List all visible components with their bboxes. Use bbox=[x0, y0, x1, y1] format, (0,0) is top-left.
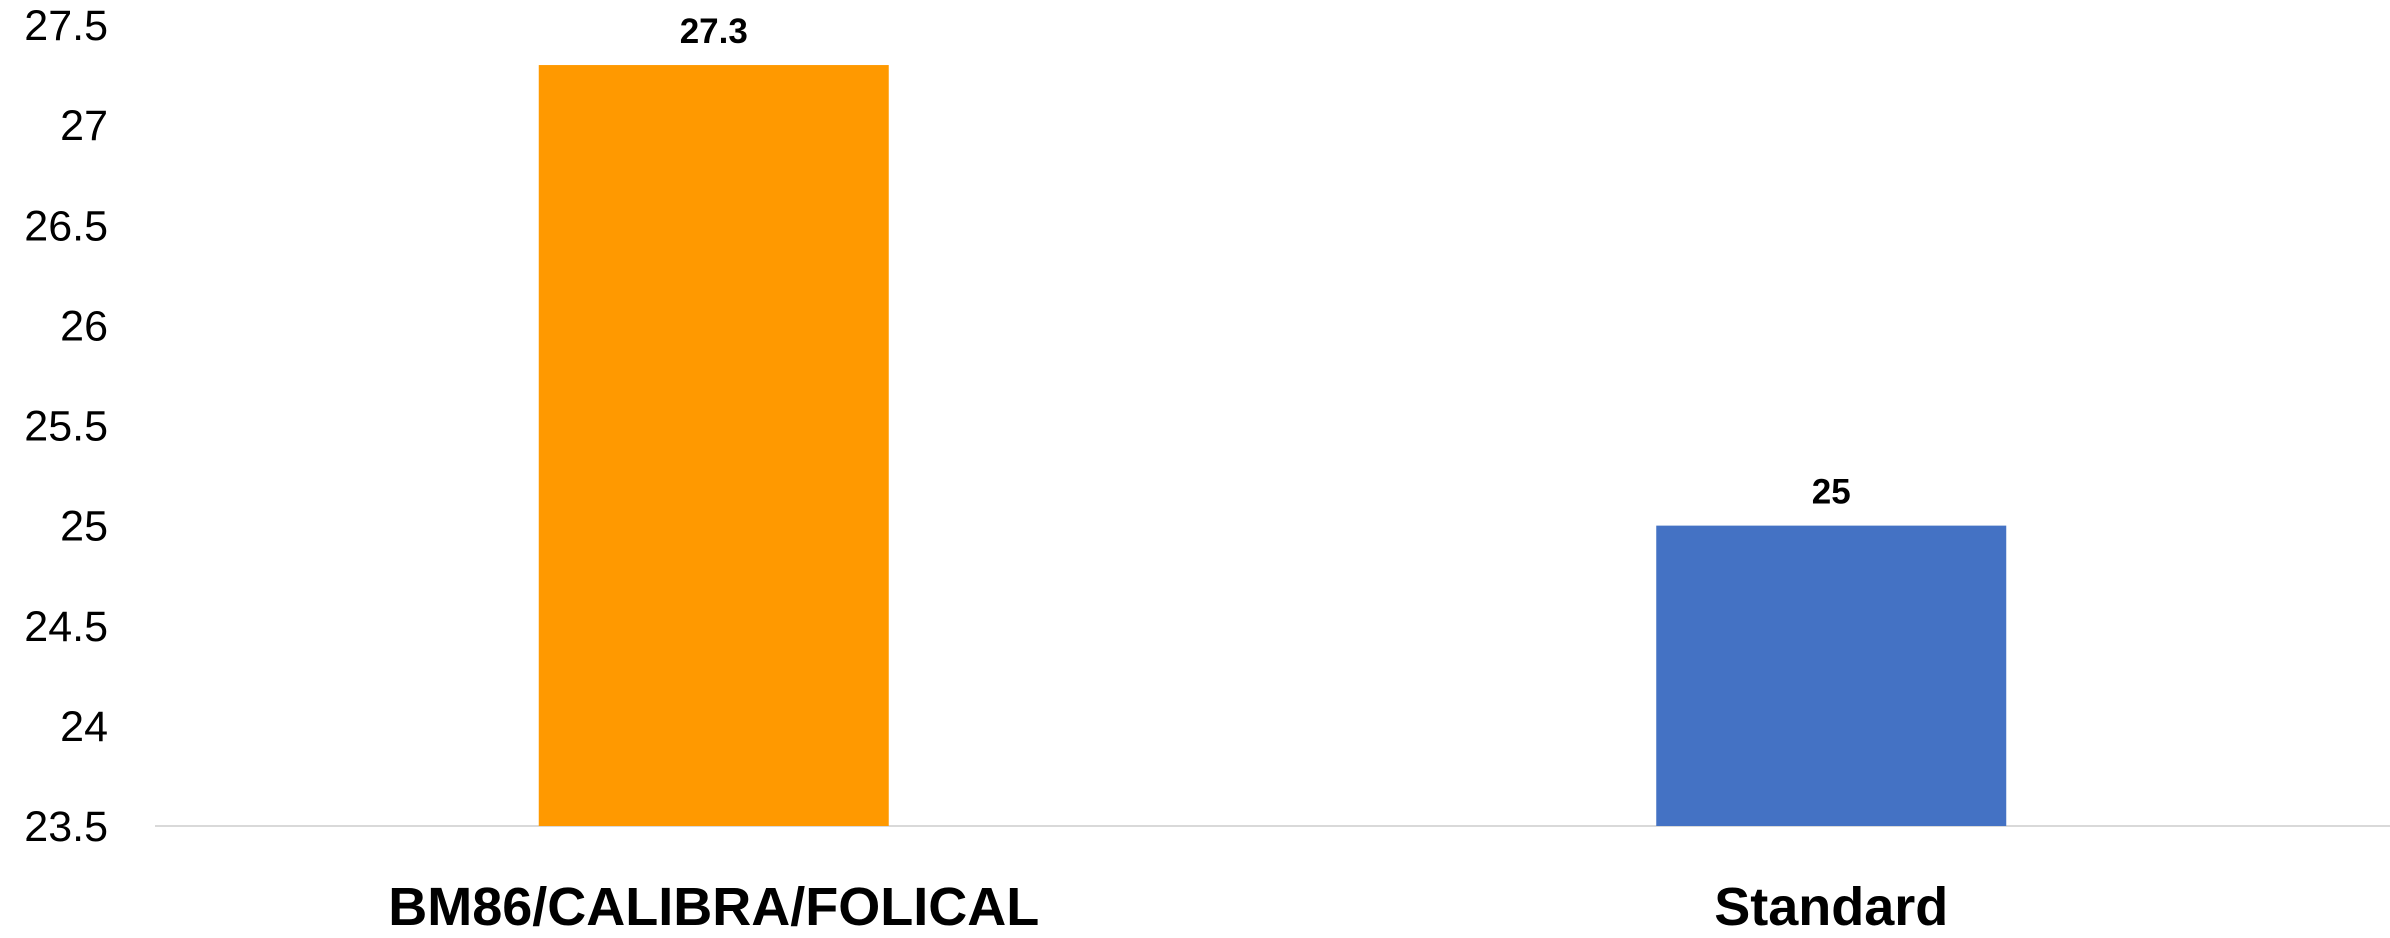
bars bbox=[538, 65, 2007, 827]
bar bbox=[1656, 525, 2007, 826]
data-labels: 27.3 25 bbox=[680, 12, 1851, 512]
y-tick-label: 26 bbox=[60, 302, 108, 350]
data-label: 27.3 bbox=[680, 12, 748, 51]
category-labels: BM86/CALIBRA/FOLICAL Standard bbox=[388, 877, 1948, 937]
bar bbox=[538, 65, 889, 827]
y-tick-label: 25 bbox=[60, 503, 108, 551]
y-axis-ticks: 23.5 24 24.5 25 25.5 26 26.5 27 27.5 bbox=[24, 2, 108, 851]
y-tick-label: 24.5 bbox=[24, 603, 108, 651]
y-tick-label: 25.5 bbox=[24, 403, 108, 451]
y-tick-label: 26.5 bbox=[24, 202, 108, 250]
category-label: Standard bbox=[1714, 877, 1948, 937]
y-tick-label: 27.5 bbox=[24, 2, 108, 50]
data-label: 25 bbox=[1812, 473, 1851, 512]
y-tick-label: 24 bbox=[60, 703, 108, 751]
category-label: BM86/CALIBRA/FOLICAL bbox=[388, 877, 1039, 937]
y-tick-label: 27 bbox=[60, 102, 108, 150]
y-tick-label: 23.5 bbox=[24, 803, 108, 851]
